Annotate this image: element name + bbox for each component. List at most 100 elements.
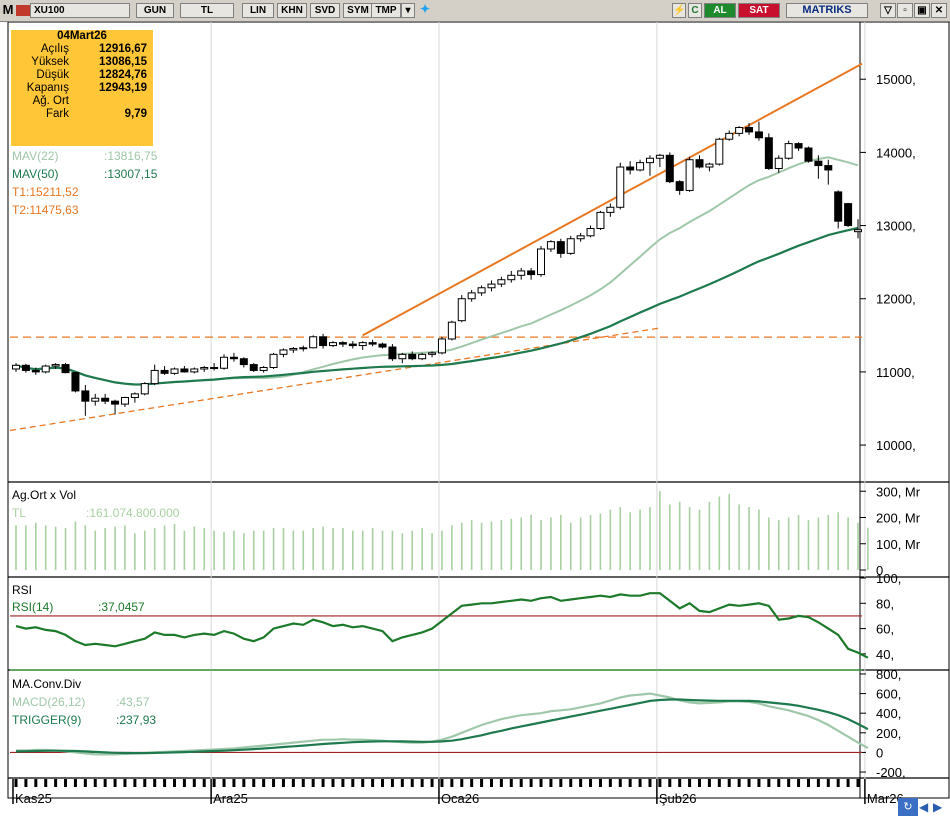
time-tick bbox=[509, 779, 513, 787]
macd-panel-title: MA.Conv.Div bbox=[12, 677, 82, 691]
time-tick bbox=[113, 779, 117, 787]
sell-button[interactable]: SAT bbox=[738, 3, 780, 18]
currency-button[interactable]: TL bbox=[180, 3, 234, 18]
time-tick bbox=[133, 779, 137, 787]
price-tick-label: 12000, bbox=[876, 292, 916, 307]
time-tick bbox=[767, 779, 771, 787]
restore-icon[interactable]: ▫ bbox=[897, 3, 913, 18]
time-tick bbox=[450, 779, 454, 787]
mav22-label: MAV(22) bbox=[12, 149, 59, 163]
t1-label: T1:15211,52 bbox=[12, 185, 79, 199]
candle-body bbox=[507, 274, 516, 281]
candle-body bbox=[210, 367, 219, 370]
period-button[interactable]: GUN bbox=[136, 3, 174, 18]
time-tick bbox=[202, 779, 206, 787]
time-tick bbox=[579, 779, 583, 787]
time-tick bbox=[648, 779, 652, 787]
khn-button[interactable]: KHN bbox=[277, 3, 307, 18]
scroll-right-icon[interactable]: ▶ bbox=[933, 800, 943, 814]
time-tick bbox=[262, 779, 266, 787]
time-tick bbox=[470, 779, 474, 787]
time-tick bbox=[529, 779, 533, 787]
candle-body bbox=[51, 364, 60, 367]
candle-body bbox=[12, 364, 20, 370]
candle-body bbox=[814, 160, 823, 167]
candle-body bbox=[626, 166, 635, 171]
candle-body bbox=[249, 364, 258, 371]
time-tick bbox=[24, 779, 28, 787]
candle-body bbox=[606, 206, 615, 213]
macd-tick-label: 400, bbox=[876, 706, 901, 721]
chart-area[interactable]: 15000, 14000, 13000, 12000, 11000, 10000, 300,… bbox=[0, 22, 950, 824]
candle-body bbox=[854, 229, 862, 233]
refresh-icon[interactable]: ↻ bbox=[898, 798, 918, 816]
dropdown-icon[interactable]: ▾ bbox=[401, 3, 415, 18]
logo-icon: M bbox=[2, 3, 14, 17]
price-tick-label: 14000, bbox=[876, 145, 916, 160]
candle-body bbox=[784, 143, 793, 159]
candle-body bbox=[408, 353, 417, 360]
candle-body bbox=[180, 368, 189, 373]
mav50-label: MAV(50) bbox=[12, 167, 59, 181]
time-tick bbox=[192, 779, 196, 787]
svd-button[interactable]: SVD bbox=[310, 3, 340, 18]
maximize-icon[interactable]: ▣ bbox=[914, 3, 930, 18]
close-icon[interactable]: ✕ bbox=[931, 3, 947, 18]
time-tick bbox=[400, 779, 404, 787]
time-tick bbox=[252, 779, 256, 787]
time-tick bbox=[698, 779, 702, 787]
time-tick bbox=[539, 779, 543, 787]
ohlc-info-box: 04Mart26 Açılış 12916,67 Yüksek 13086,15 D… bbox=[11, 30, 153, 146]
chart-flag-icon[interactable] bbox=[16, 5, 30, 16]
rsi-label: RSI(14) bbox=[12, 600, 54, 614]
candle-body bbox=[754, 131, 763, 139]
chart-svg[interactable]: 15000, 14000, 13000, 12000, 11000, 10000, 300,… bbox=[0, 22, 950, 824]
sym-button[interactable]: SYM bbox=[343, 3, 373, 18]
candle-body bbox=[685, 159, 694, 191]
low-label: Düşük bbox=[36, 69, 69, 81]
time-tick bbox=[549, 779, 553, 787]
scale-button[interactable]: LIN bbox=[242, 3, 274, 18]
alert-icon[interactable]: ⚡ bbox=[672, 3, 686, 18]
tmp-button[interactable]: TMP bbox=[371, 3, 401, 18]
time-tick bbox=[460, 779, 464, 787]
candle-body bbox=[71, 372, 80, 392]
candle-body bbox=[200, 367, 209, 370]
time-tick bbox=[826, 779, 830, 787]
time-tick bbox=[153, 779, 157, 787]
buy-button[interactable]: AL bbox=[704, 3, 736, 18]
symbol-field[interactable]: XU100 bbox=[30, 3, 130, 18]
rsi-tick-label: 80, bbox=[876, 596, 894, 611]
candle-body bbox=[655, 154, 664, 159]
candle-body bbox=[220, 356, 229, 369]
candle-body bbox=[844, 203, 853, 227]
time-tick bbox=[797, 779, 801, 787]
candle-body bbox=[358, 342, 367, 347]
candle-body bbox=[170, 368, 179, 374]
candle-body bbox=[120, 397, 129, 405]
rsi-tick-label: 40, bbox=[876, 647, 894, 662]
time-tick bbox=[707, 779, 711, 787]
time-tick bbox=[608, 779, 612, 787]
avg-label: Ağ. Ort bbox=[32, 95, 69, 107]
twitter-icon[interactable]: ✦ bbox=[419, 3, 431, 16]
candle-body bbox=[764, 137, 773, 169]
minimize-icon[interactable]: ▽ bbox=[880, 3, 896, 18]
mav22-value: :13816,75 bbox=[104, 149, 158, 163]
macd-tick-label: 800, bbox=[876, 667, 901, 682]
month-label: Ara25 bbox=[213, 791, 248, 806]
scroll-left-icon[interactable]: ◀ bbox=[919, 800, 929, 814]
copy-icon[interactable]: C bbox=[688, 3, 702, 18]
candle-body bbox=[517, 270, 526, 276]
time-tick bbox=[44, 779, 48, 787]
brand-label: MATRIKS bbox=[786, 3, 868, 18]
time-tick bbox=[321, 779, 325, 787]
time-tick bbox=[489, 779, 493, 787]
time-tick bbox=[787, 779, 791, 787]
candle-body bbox=[398, 353, 407, 360]
candle-body bbox=[715, 138, 724, 165]
time-tick bbox=[846, 779, 850, 787]
time-tick bbox=[182, 779, 186, 787]
volume-tick-label: 100, Mr bbox=[876, 537, 921, 552]
time-tick bbox=[757, 779, 761, 787]
